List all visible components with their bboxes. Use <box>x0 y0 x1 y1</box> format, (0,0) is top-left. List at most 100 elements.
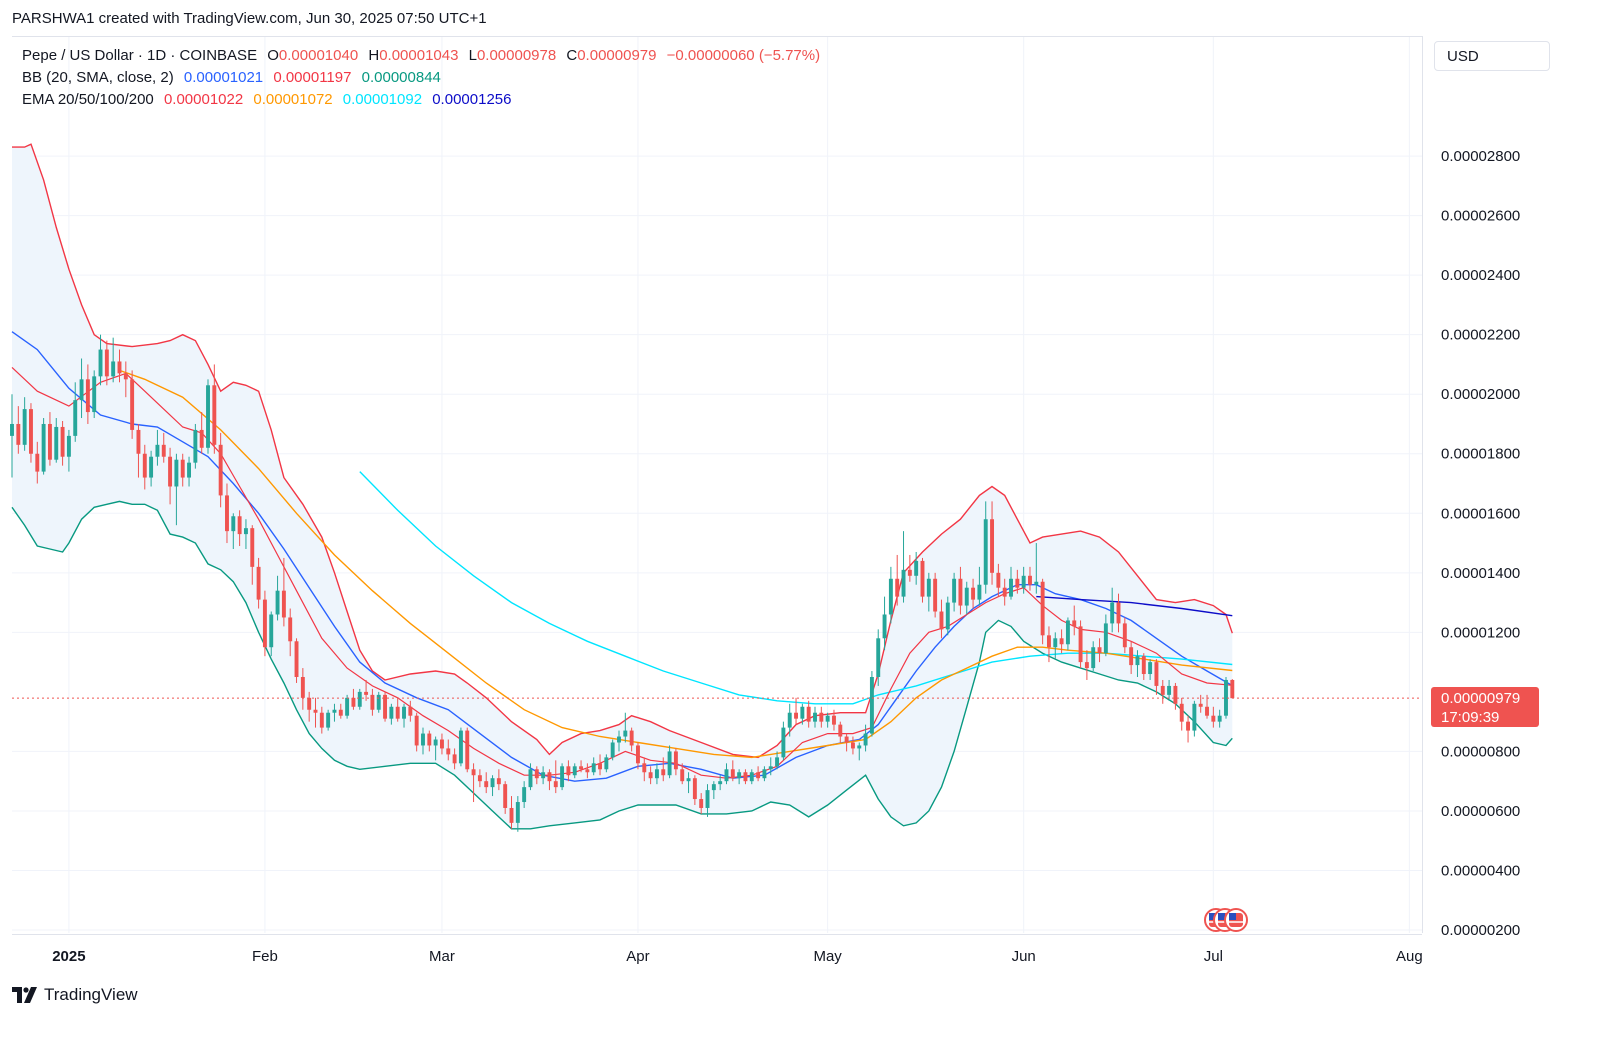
candle-body <box>111 361 116 377</box>
candle <box>269 611 274 657</box>
candle <box>1034 543 1039 594</box>
price-label: 0.00001800 <box>1441 446 1520 463</box>
candle <box>686 772 691 794</box>
candle-body <box>364 691 369 695</box>
candle <box>490 775 495 797</box>
candle <box>155 429 160 466</box>
candle-body <box>490 778 495 788</box>
candle-body <box>142 453 147 478</box>
candle-body <box>642 763 647 773</box>
candle <box>1186 715 1191 743</box>
candle <box>1141 653 1146 680</box>
candle-body <box>699 799 704 808</box>
candle <box>16 406 21 454</box>
price-label: 0.00000400 <box>1441 862 1520 879</box>
price-label: 0.00001600 <box>1441 505 1520 522</box>
event-flag-canton <box>1209 913 1216 920</box>
candle-body <box>1065 620 1070 645</box>
candle <box>351 688 356 710</box>
candle-body <box>800 706 805 719</box>
candle <box>1097 638 1102 663</box>
ema20-value: 0.00001022 <box>163 91 244 108</box>
bollinger-bands <box>11 143 1233 830</box>
ema50-line <box>119 369 1233 759</box>
candle <box>1072 605 1077 636</box>
candle-body <box>888 578 893 615</box>
candle <box>825 712 830 728</box>
candle-body <box>155 444 160 457</box>
candle <box>926 572 931 612</box>
candle-body <box>1040 581 1045 636</box>
candle <box>225 483 229 544</box>
candle <box>895 554 900 606</box>
candle-body <box>275 590 280 615</box>
candle <box>433 736 438 761</box>
candle <box>376 691 381 713</box>
candle <box>452 748 457 770</box>
candle <box>832 709 836 731</box>
candle <box>73 382 78 442</box>
time-label: Jun <box>1012 948 1036 965</box>
candle <box>1059 629 1064 654</box>
candle-body <box>206 385 210 448</box>
price-axis[interactable] <box>1422 36 1561 933</box>
legend-ema-row[interactable]: EMA 20/50/100/200 0.00001022 0.00001072 … <box>22 89 820 111</box>
event-markers <box>1204 908 1248 932</box>
candle-body <box>553 781 558 788</box>
candle <box>174 453 179 526</box>
candle <box>705 784 710 817</box>
candle-body <box>1103 623 1108 654</box>
candle-body <box>351 697 356 707</box>
candle <box>794 697 798 725</box>
candle-body <box>199 429 204 448</box>
candle-body <box>225 495 229 532</box>
candle <box>383 691 388 722</box>
candle <box>414 712 419 752</box>
bb-lower-line <box>11 500 1233 830</box>
candle-body <box>1230 679 1235 699</box>
candle-body <box>667 751 672 776</box>
candles <box>10 334 1235 832</box>
candle-body <box>439 739 444 749</box>
candle <box>29 403 33 463</box>
candle-body <box>250 528 255 567</box>
candle <box>654 763 659 785</box>
candle <box>484 772 489 794</box>
candle <box>642 757 647 782</box>
tradingview-logo[interactable]: TradingView <box>12 985 138 1005</box>
candle-body <box>724 769 729 782</box>
currency-button[interactable]: USD <box>1434 41 1550 71</box>
candle-body <box>149 456 154 478</box>
candle <box>553 760 558 794</box>
candle-body <box>269 614 274 648</box>
candle <box>256 557 261 609</box>
candle <box>1160 679 1165 704</box>
candle-body <box>806 706 811 722</box>
candle <box>1148 659 1153 680</box>
candle <box>1179 697 1184 731</box>
candle-body <box>231 516 236 532</box>
candle <box>876 629 881 686</box>
candle-body <box>41 423 46 472</box>
candle <box>983 501 988 594</box>
candle-body <box>471 769 476 776</box>
ohlc-open: O0.00001040 <box>267 47 359 64</box>
candle-body <box>636 745 640 764</box>
candle-body <box>813 712 817 722</box>
price-label: 0.00000600 <box>1441 803 1520 820</box>
candle <box>60 421 65 466</box>
candle-body <box>743 772 748 782</box>
legend-bb-row[interactable]: BB (20, SMA, close, 2) 0.00001021 0.0000… <box>22 67 820 89</box>
legend-symbol-row: Pepe / US Dollar · 1D · COINBASE O0.0000… <box>22 45 820 67</box>
symbol-title[interactable]: Pepe / US Dollar · 1D · COINBASE <box>22 47 258 64</box>
candle <box>262 590 267 657</box>
candle-body <box>977 584 982 600</box>
candle-body <box>1097 647 1102 654</box>
candle <box>610 739 615 761</box>
candle <box>326 709 331 731</box>
candle <box>389 703 394 725</box>
candle-body <box>711 784 716 791</box>
candle <box>54 418 59 463</box>
chart-pane[interactable] <box>12 36 1422 935</box>
